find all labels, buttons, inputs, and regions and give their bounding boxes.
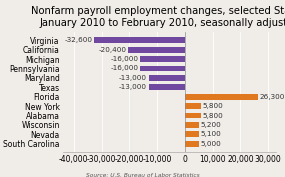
Bar (185, 141, 199, 147)
Text: -13,000: -13,000 (119, 84, 147, 90)
Bar (185, 113, 201, 118)
Bar (149, 84, 185, 90)
Text: 26,300: 26,300 (260, 94, 285, 100)
Text: -20,400: -20,400 (99, 47, 127, 53)
Bar (94, 37, 185, 43)
Bar (185, 132, 199, 137)
Text: -16,000: -16,000 (111, 56, 139, 62)
Bar (141, 66, 185, 71)
Bar (128, 47, 185, 53)
Text: 5,100: 5,100 (201, 131, 221, 137)
Text: -32,600: -32,600 (65, 37, 93, 43)
Text: 5,800: 5,800 (203, 103, 223, 109)
Bar (141, 56, 185, 62)
Text: Source: U.S. Bureau of Labor Statistics: Source: U.S. Bureau of Labor Statistics (86, 173, 199, 177)
Text: -13,000: -13,000 (119, 75, 147, 81)
Text: 5,000: 5,000 (200, 141, 221, 147)
Bar (149, 75, 185, 81)
Bar (185, 103, 201, 109)
Bar (185, 122, 199, 128)
Text: -16,000: -16,000 (111, 65, 139, 72)
Text: 5,200: 5,200 (201, 122, 222, 128)
Text: 5,800: 5,800 (203, 113, 223, 119)
Title: Nonfarm payroll employment changes, selected States,
January 2010 to February 20: Nonfarm payroll employment changes, sele… (31, 6, 285, 28)
Bar (185, 94, 258, 100)
